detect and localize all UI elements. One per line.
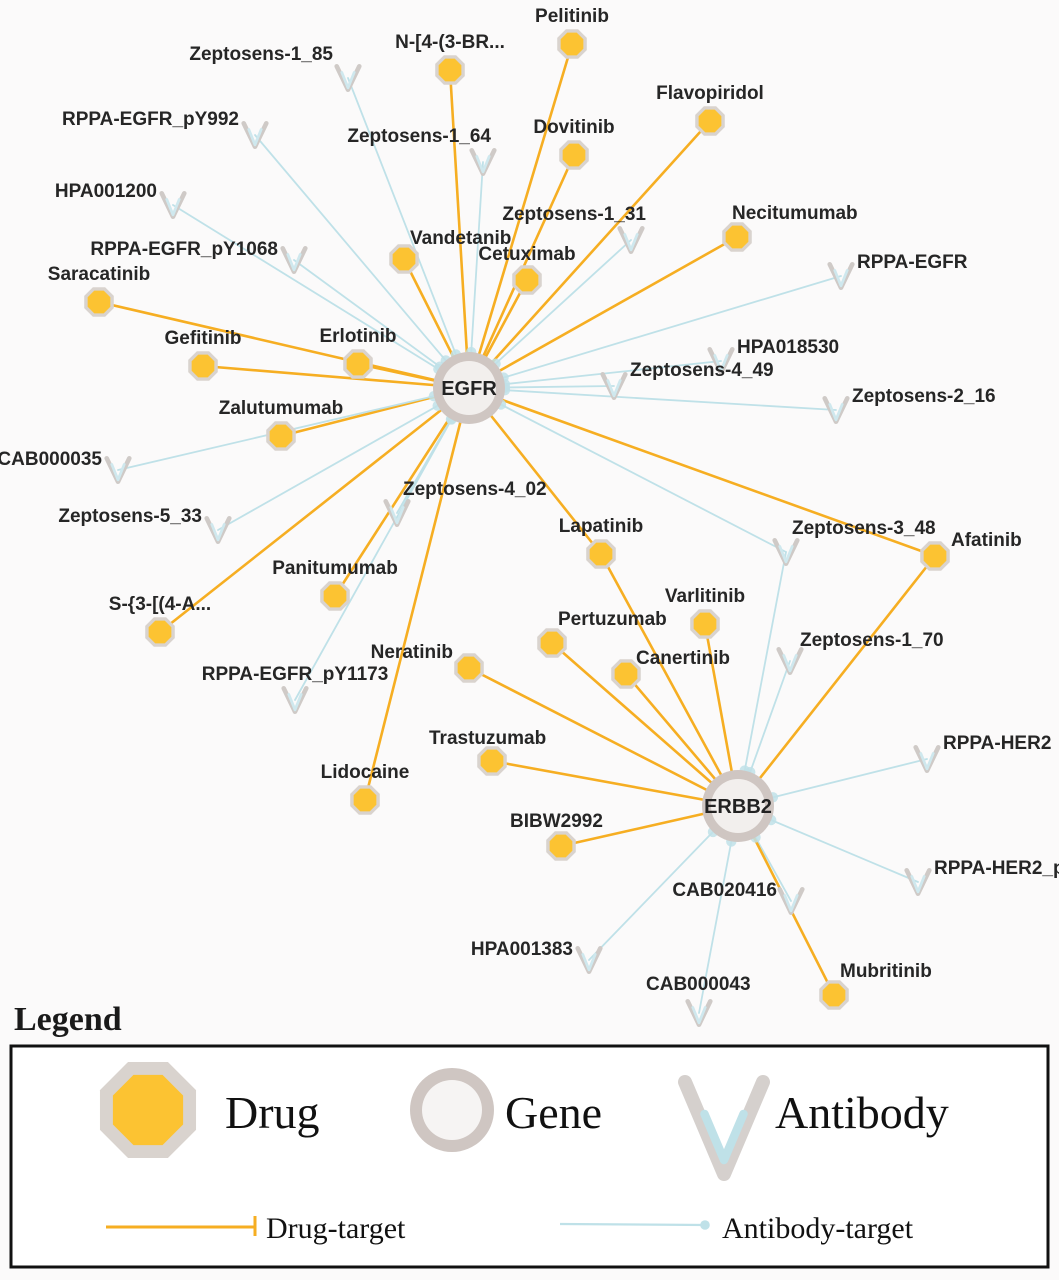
svg-text:ERBB2: ERBB2 [704, 796, 772, 818]
svg-text:Pelitinib: Pelitinib [535, 6, 609, 27]
svg-text:Cetuximab: Cetuximab [478, 244, 575, 265]
svg-text:Drug-target: Drug-target [266, 1212, 406, 1245]
svg-text:Lidocaine: Lidocaine [321, 762, 410, 783]
svg-text:Zeptosens-5_33: Zeptosens-5_33 [58, 506, 202, 527]
svg-text:Zeptosens-3_48: Zeptosens-3_48 [792, 518, 936, 539]
svg-text:Neratinib: Neratinib [371, 642, 453, 663]
svg-text:N-[4-(3-BR...: N-[4-(3-BR... [395, 32, 505, 53]
svg-text:HPA001200: HPA001200 [55, 181, 157, 202]
svg-text:HPA001383: HPA001383 [471, 939, 573, 960]
svg-text:Lapatinib: Lapatinib [559, 516, 643, 537]
svg-text:HPA018530: HPA018530 [737, 337, 839, 358]
svg-text:Antibody-target: Antibody-target [722, 1212, 914, 1245]
svg-text:RPPA-HER2: RPPA-HER2 [943, 733, 1051, 754]
svg-text:Zeptosens-2_16: Zeptosens-2_16 [852, 386, 996, 407]
svg-text:Antibody: Antibody [775, 1087, 949, 1138]
svg-text:Zeptosens-4_49: Zeptosens-4_49 [630, 360, 774, 381]
svg-text:Dovitinib: Dovitinib [533, 117, 614, 138]
svg-text:RPPA-EGFR_pY1068: RPPA-EGFR_pY1068 [90, 239, 278, 260]
svg-text:CAB020416: CAB020416 [672, 880, 777, 901]
svg-text:Canertinib: Canertinib [636, 648, 730, 669]
svg-text:CAB000043: CAB000043 [646, 974, 751, 995]
svg-text:Drug: Drug [225, 1087, 320, 1138]
svg-text:Zeptosens-1_70: Zeptosens-1_70 [800, 630, 944, 651]
svg-text:Zeptosens-1_85: Zeptosens-1_85 [189, 44, 333, 65]
svg-text:Flavopiridol: Flavopiridol [656, 83, 764, 104]
svg-text:Panitumumab: Panitumumab [272, 558, 398, 579]
svg-text:Varlitinib: Varlitinib [665, 586, 745, 607]
svg-text:Zalutumumab: Zalutumumab [219, 398, 344, 419]
svg-text:Gene: Gene [505, 1087, 602, 1138]
svg-text:Pertuzumab: Pertuzumab [558, 609, 667, 630]
svg-text:RPPA-HER2_pY1248: RPPA-HER2_pY1248 [934, 858, 1059, 879]
svg-text:Saracatinib: Saracatinib [48, 264, 150, 285]
svg-text:RPPA-EGFR: RPPA-EGFR [857, 252, 968, 273]
svg-text:Erlotinib: Erlotinib [319, 326, 396, 347]
svg-text:RPPA-EGFR_pY992: RPPA-EGFR_pY992 [62, 109, 239, 130]
svg-text:Trastuzumab: Trastuzumab [429, 728, 546, 749]
svg-text:RPPA-EGFR_pY1173: RPPA-EGFR_pY1173 [202, 664, 389, 685]
svg-text:Afatinib: Afatinib [951, 530, 1022, 551]
svg-text:BIBW2992: BIBW2992 [510, 811, 603, 832]
svg-text:Zeptosens-1_31: Zeptosens-1_31 [502, 204, 646, 225]
svg-text:CAB000035: CAB000035 [0, 449, 102, 470]
svg-text:Necitumumab: Necitumumab [732, 203, 858, 224]
svg-text:Legend: Legend [14, 1001, 122, 1038]
svg-text:Mubritinib: Mubritinib [840, 961, 932, 982]
svg-text:Zeptosens-4_02: Zeptosens-4_02 [403, 479, 547, 500]
svg-text:Gefitinib: Gefitinib [164, 328, 241, 349]
svg-text:EGFR: EGFR [441, 378, 497, 400]
svg-text:S-{3-[(4-A...: S-{3-[(4-A... [109, 594, 211, 615]
svg-text:Zeptosens-1_64: Zeptosens-1_64 [347, 126, 491, 147]
